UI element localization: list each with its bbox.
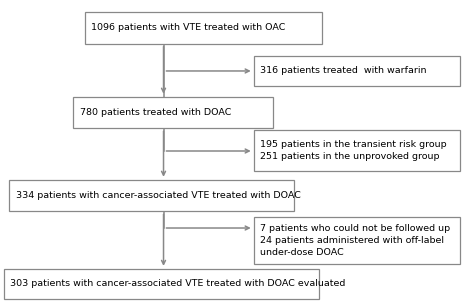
Text: 7 patients who could not be followed up
24 patients administered with off-label
: 7 patients who could not be followed up … xyxy=(260,224,450,258)
Text: 1096 patients with VTE treated with OAC: 1096 patients with VTE treated with OAC xyxy=(91,24,286,32)
Text: 195 patients in the transient risk group
251 patients in the unprovoked group: 195 patients in the transient risk group… xyxy=(260,140,447,161)
Text: 316 patients treated  with warfarin: 316 patients treated with warfarin xyxy=(260,66,426,76)
FancyBboxPatch shape xyxy=(85,12,322,44)
FancyBboxPatch shape xyxy=(254,130,460,171)
Text: 334 patients with cancer-associated VTE treated with DOAC: 334 patients with cancer-associated VTE … xyxy=(16,191,301,200)
Text: 780 patients treated with DOAC: 780 patients treated with DOAC xyxy=(80,108,231,117)
FancyBboxPatch shape xyxy=(4,269,319,299)
Text: 303 patients with cancer-associated VTE treated with DOAC evaluated: 303 patients with cancer-associated VTE … xyxy=(10,279,346,288)
FancyBboxPatch shape xyxy=(254,217,460,264)
FancyBboxPatch shape xyxy=(9,180,294,211)
FancyBboxPatch shape xyxy=(254,56,460,86)
FancyBboxPatch shape xyxy=(73,97,273,128)
